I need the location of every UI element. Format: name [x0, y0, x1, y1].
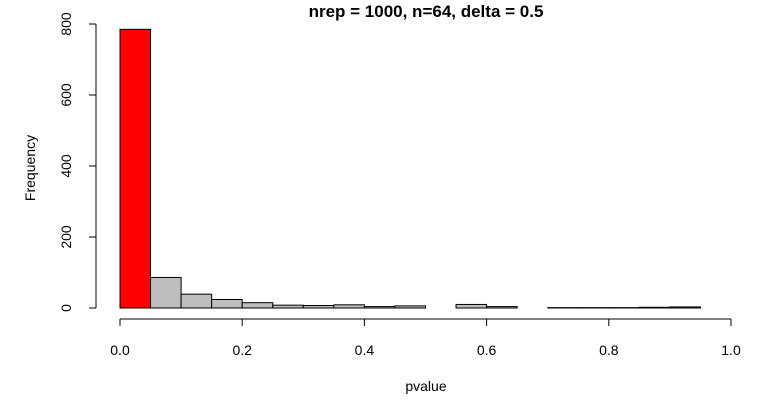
y-axis: 0 200 400 600 800: [58, 12, 97, 312]
y-tick-label-0: 0: [58, 304, 74, 312]
histogram-bar-2: [180, 293, 213, 309]
y-tick-label-4: 800: [58, 12, 74, 36]
y-tick-label-2: 400: [58, 154, 74, 178]
histogram-bar-18: [669, 306, 701, 309]
histogram-bar-12: [486, 306, 518, 309]
x-tick-label-5: 1.0: [721, 342, 741, 358]
x-tick-label-3: 0.6: [477, 342, 497, 358]
y-axis-label: Frequency: [22, 135, 38, 201]
x-tick-label-0: 0.0: [110, 342, 130, 358]
x-tick-label-2: 0.4: [355, 342, 375, 358]
chart-title: nrep = 1000, n=64, delta = 0.5: [309, 2, 544, 21]
y-tick-label-1: 200: [58, 225, 74, 249]
histogram-bar-0: [119, 28, 152, 309]
y-tick-label-3: 600: [58, 83, 74, 107]
histogram-bar-8: [363, 306, 396, 309]
histogram-bar-5: [272, 304, 304, 309]
bars-group: [119, 28, 701, 309]
histogram-bar-1: [150, 276, 182, 309]
x-tick-label-4: 0.8: [599, 342, 619, 358]
histogram-bar-11: [455, 303, 488, 309]
histogram-bar-7: [333, 304, 365, 309]
histogram-bar-3: [211, 298, 243, 309]
x-tick-label-1: 0.2: [232, 342, 252, 358]
histogram-bar-6: [302, 305, 335, 309]
x-axis-label: pvalue: [405, 378, 446, 394]
histogram-bar-4: [241, 302, 274, 309]
x-axis: 0.0 0.2 0.4 0.6 0.8 1.0: [110, 318, 741, 358]
histogram-bar-9: [394, 305, 427, 309]
histogram-bar-17: [638, 306, 671, 309]
